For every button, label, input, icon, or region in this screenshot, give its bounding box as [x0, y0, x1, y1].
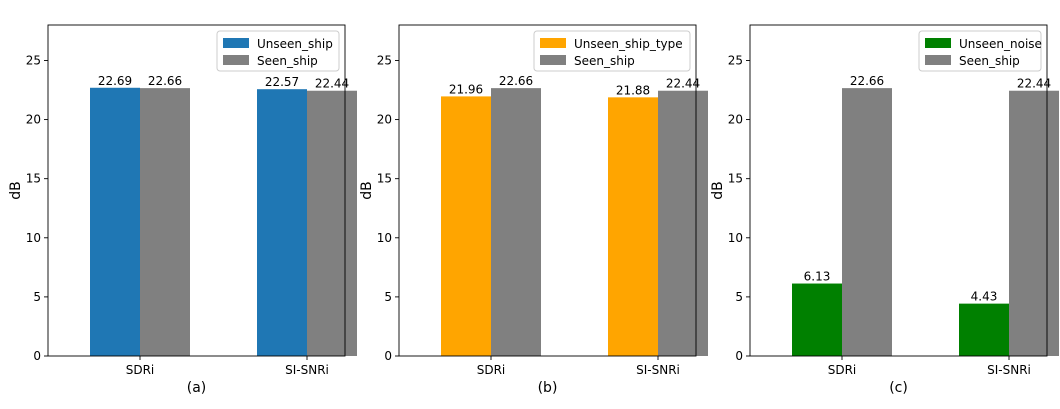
legend-swatch-seen_ship — [223, 55, 249, 65]
legend-swatch-unseen_ship — [223, 38, 249, 48]
y-axis-label: dB — [710, 181, 726, 200]
legend-label: Unseen_ship_type — [574, 37, 683, 51]
legend: Unseen_ship_type Seen_ship — [533, 30, 691, 72]
subplot-caption: (b) — [538, 380, 558, 396]
y-tick-label: 25 — [728, 53, 743, 67]
bar-sdri-unseen_noise — [792, 283, 842, 356]
bar-si-snri-unseen_ship_type — [608, 97, 658, 357]
x-tick-label: SDRi — [828, 363, 857, 377]
bar-value-label: 22.69 — [98, 74, 132, 88]
y-tick-label: 20 — [728, 113, 743, 127]
x-tick-label: SDRi — [477, 363, 506, 377]
plot-frame — [398, 24, 697, 357]
bar-sdri-unseen_ship_type — [441, 96, 491, 356]
y-tick-label: 20 — [377, 113, 392, 127]
y-axis-label: dB — [8, 181, 24, 200]
bar-value-label: 6.13 — [804, 270, 831, 284]
y-axis-label: dB — [359, 181, 375, 200]
y-tick-label: 5 — [33, 290, 41, 304]
y-tick-label: 25 — [26, 53, 41, 67]
bar-si-snri-unseen_noise — [959, 303, 1009, 356]
bar-value-label: 22.44 — [666, 77, 700, 91]
x-tick-label: SI-SNRi — [285, 363, 329, 377]
y-tick-label: 15 — [26, 172, 41, 186]
y-tick-label: 10 — [26, 231, 41, 245]
bar-value-label: 22.66 — [850, 74, 884, 88]
subplot-caption: (c) — [889, 380, 908, 396]
legend: Unseen_noise Seen_ship — [918, 30, 1042, 72]
bar-sdri-seen_ship — [842, 88, 892, 356]
bar-value-label: 22.66 — [499, 74, 533, 88]
legend-swatch-unseen_noise — [925, 38, 951, 48]
bar-value-label: 21.96 — [449, 82, 483, 96]
y-tick-label: 5 — [735, 290, 743, 304]
y-tick-label: 25 — [377, 53, 392, 67]
legend-box — [533, 30, 691, 72]
bar-sdri-seen_ship — [140, 88, 190, 356]
bar-value-label: 22.57 — [265, 75, 299, 89]
legend-label: Seen_ship — [574, 54, 635, 68]
bar-value-label: 21.88 — [616, 83, 650, 97]
legend-label: Unseen_noise — [959, 37, 1042, 51]
bar-value-label: 22.44 — [1017, 77, 1051, 91]
y-tick-label: 10 — [377, 231, 392, 245]
y-tick-label: 15 — [377, 172, 392, 186]
y-tick-label: 5 — [384, 290, 392, 304]
x-tick-label: SDRi — [126, 363, 155, 377]
legend-label: Seen_ship — [959, 54, 1020, 68]
legend-label: Seen_ship — [257, 54, 318, 68]
bar-si-snri-seen_ship — [307, 90, 357, 356]
x-tick-label: SI-SNRi — [987, 363, 1031, 377]
y-tick-label: 10 — [728, 231, 743, 245]
bar-si-snri-seen_ship — [658, 90, 708, 356]
subplot-1: 22.69 22.57 22.66 22.44 0 5 10 15 20 25 SDRi SI-SNR… — [8, 24, 357, 396]
y-tick-label: 0 — [33, 349, 41, 363]
legend: Unseen_ship Seen_ship — [216, 30, 340, 72]
bar-si-snri-seen_ship — [1009, 90, 1059, 356]
plot-frame — [749, 24, 1048, 357]
bar-value-label: 22.66 — [148, 74, 182, 88]
y-tick-label: 0 — [384, 349, 392, 363]
plot-frame — [47, 24, 346, 357]
y-tick-label: 15 — [728, 172, 743, 186]
subplot-3: 6.13 4.43 22.66 22.44 0 5 10 15 20 25 SDRi SI-SNRi d… — [710, 24, 1059, 396]
bar-value-label: 22.44 — [315, 77, 349, 91]
bar-sdri-unseen_ship — [90, 87, 140, 356]
subplot-caption: (a) — [187, 380, 207, 396]
legend-label: Unseen_ship — [257, 37, 333, 51]
y-tick-label: 20 — [26, 113, 41, 127]
subplot-2: 21.96 21.88 22.66 22.44 0 5 10 15 20 25 SDRi SI-SNR… — [359, 24, 708, 396]
legend-swatch-seen_ship — [925, 55, 951, 65]
legend-swatch-seen_ship — [540, 55, 566, 65]
bar-si-snri-unseen_ship — [257, 89, 307, 356]
y-tick-label: 0 — [735, 349, 743, 363]
x-tick-label: SI-SNRi — [636, 363, 680, 377]
bar-value-label: 4.43 — [971, 290, 998, 304]
bar-sdri-seen_ship — [491, 88, 541, 356]
legend-swatch-unseen_ship_type — [540, 38, 566, 48]
